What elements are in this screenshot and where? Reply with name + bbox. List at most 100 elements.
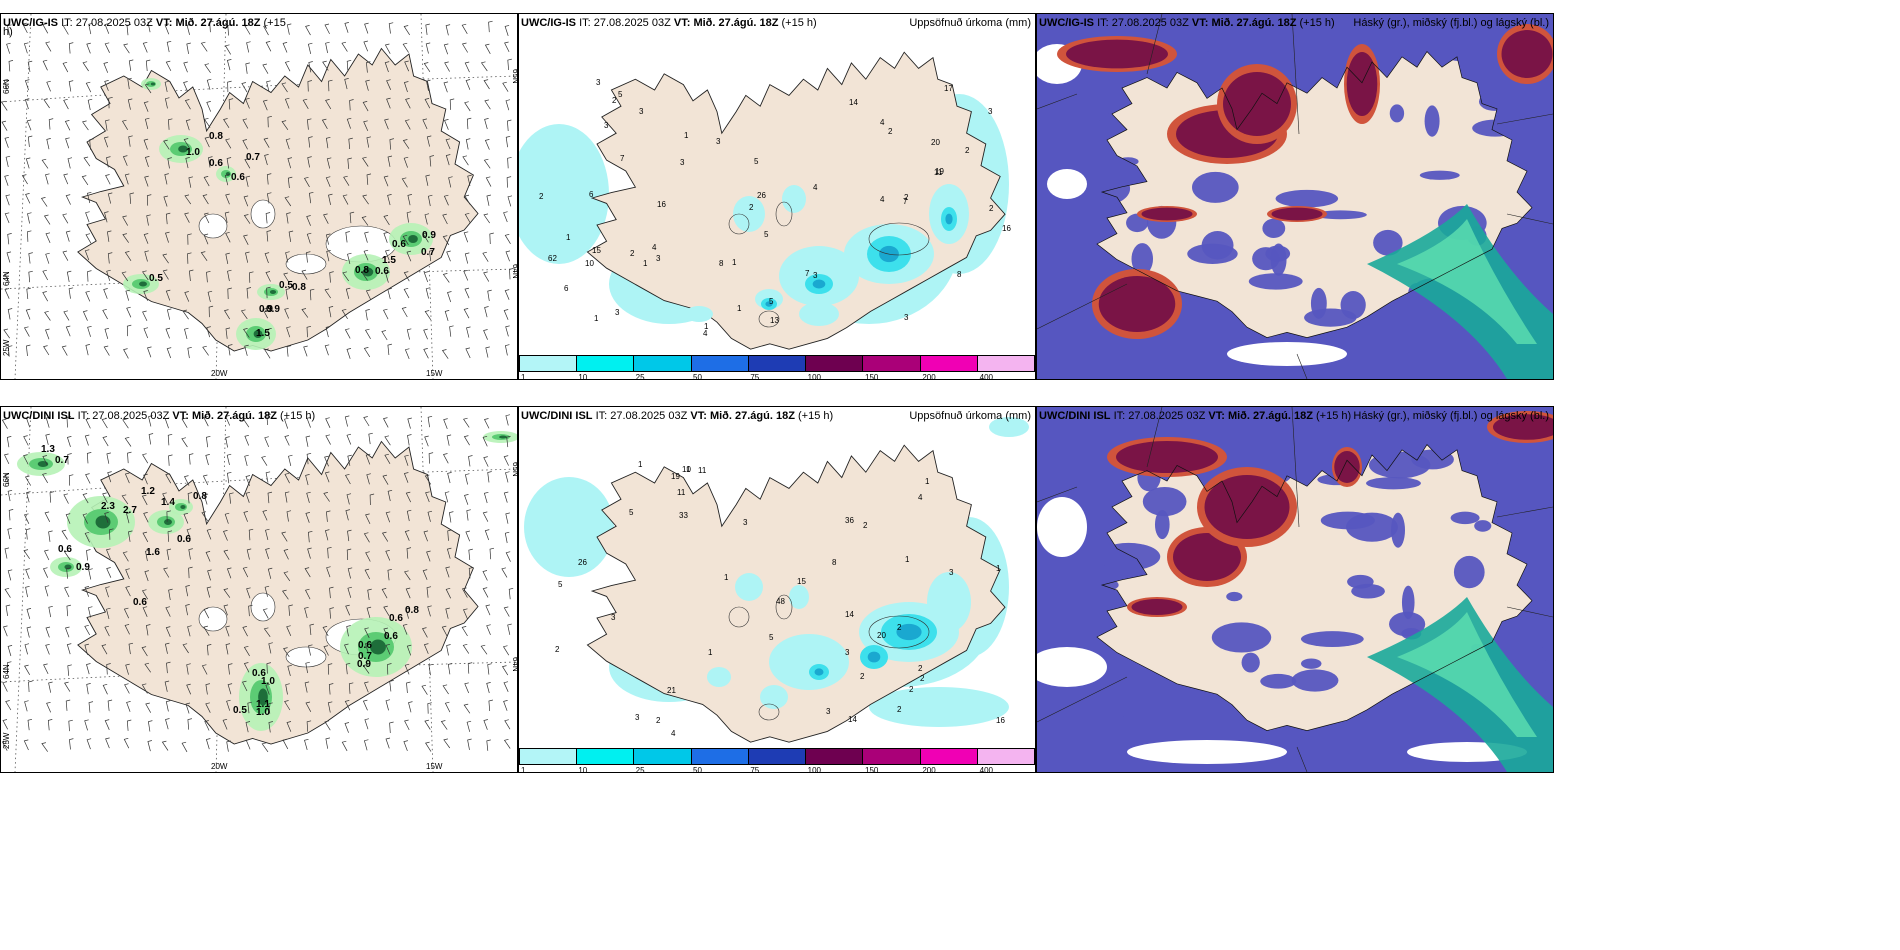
mid-cloud-patch xyxy=(1373,229,1403,256)
mid-cloud-patch xyxy=(1368,451,1431,479)
vt-label: VT: xyxy=(172,410,189,422)
precip-value: 2 xyxy=(539,192,544,201)
gust-value: 0.7 xyxy=(246,152,260,163)
precip-value: 3 xyxy=(949,568,954,577)
high-cloud xyxy=(1131,599,1183,615)
precip-value: 4 xyxy=(918,493,923,502)
precip-value: 3 xyxy=(639,107,644,116)
gust-value: 0.6 xyxy=(231,172,245,183)
glacier-outline xyxy=(728,606,750,628)
panel-header: UWC/DINI ISL IT: 27.08.2025 03Z VT: Mið.… xyxy=(1039,410,1351,422)
colorbar-tick-label: 400 xyxy=(979,766,994,775)
gust-value: 1.3 xyxy=(41,444,55,455)
precip-value: 3 xyxy=(716,137,721,146)
precip-value: 1 xyxy=(905,555,910,564)
gust-value: 0.9 xyxy=(422,230,436,241)
glacier-3 xyxy=(285,253,327,275)
colorbar-swatch xyxy=(520,749,578,764)
gust-value: 0.8 xyxy=(209,131,223,142)
precip-values: 3212532483125212152331222019211110114836… xyxy=(555,460,1005,738)
precip-area-land xyxy=(735,573,763,601)
colorbar-swatch xyxy=(691,356,749,371)
glacier-1 xyxy=(250,592,276,622)
panel-header: UWC/IG-IS IT: 27.08.2025 03Z VT: Mið. 27… xyxy=(521,17,817,29)
precip-value: 19 xyxy=(935,167,944,176)
mid-cloud-patch xyxy=(1366,477,1421,490)
precip-value: 19 xyxy=(671,472,680,481)
mid-cloud-patch xyxy=(1351,583,1385,599)
precip-value: 5 xyxy=(769,297,774,306)
low-cloud-band-light xyxy=(1397,612,1537,737)
glacier-outline xyxy=(775,201,793,227)
glacier-outline xyxy=(868,222,930,256)
mid-cloud-patch xyxy=(1424,105,1440,137)
glacier-outline xyxy=(758,703,780,721)
it-label: IT: xyxy=(1097,17,1109,29)
mid-cloud-patch xyxy=(1485,76,1539,112)
colorbar-tick-label: 50 xyxy=(693,766,702,775)
mid-cloud-patch xyxy=(1142,486,1187,517)
it-label: IT: xyxy=(579,17,591,29)
glacier-outline xyxy=(728,213,750,235)
precip-value: 7 xyxy=(903,197,908,206)
precip-value: 3 xyxy=(596,78,601,87)
precip-value: 1 xyxy=(925,477,930,486)
colorbar-tick-label: 75 xyxy=(750,373,760,382)
vt-value: Mið. 27.ágú. 18Z xyxy=(1227,410,1313,422)
precip-value: 4 xyxy=(880,195,885,204)
colorbar-tick-label: 25 xyxy=(635,766,645,775)
precip-value: 17 xyxy=(944,84,953,93)
precip-value: 10 xyxy=(682,465,691,474)
precip-value: 5 xyxy=(764,230,769,239)
precip-value: 3 xyxy=(615,308,620,317)
gust-area-core xyxy=(269,290,277,294)
colorbar-tick-label: 1 xyxy=(521,766,526,775)
gust-value: 0.8 xyxy=(292,282,306,293)
gust-value: 0.6 xyxy=(389,613,403,624)
gust-area-core xyxy=(95,515,111,529)
precip-colorbar xyxy=(519,355,1035,372)
high-cloud xyxy=(1116,441,1218,473)
precip-value: 1 xyxy=(724,573,729,582)
precip-value: 2 xyxy=(897,623,902,632)
precip-area-high xyxy=(812,279,826,289)
gust-value: 0.6 xyxy=(252,668,266,679)
colorbar-swatch xyxy=(748,749,807,764)
precip-value: 3 xyxy=(635,713,640,722)
precip-area-high xyxy=(867,651,881,663)
precip-value: 2 xyxy=(897,705,902,714)
gust-value: 1.1 xyxy=(256,699,270,710)
glacier-outline xyxy=(775,594,793,620)
vt-label: VT: xyxy=(673,17,691,29)
precip-value: 14 xyxy=(845,610,854,619)
low-cloud-band-light xyxy=(1397,219,1537,344)
gust-area-core xyxy=(370,639,386,655)
precip-value: 2 xyxy=(555,645,560,654)
precip-value: 1 xyxy=(996,564,1001,573)
precip-value: 5 xyxy=(618,90,623,99)
precip-value: 1 xyxy=(594,314,599,323)
it-value: 27.08.2025 03Z xyxy=(1128,410,1206,422)
precip-value: 14 xyxy=(848,715,857,724)
lon-label-20w: 20W xyxy=(211,762,228,771)
gust-value: 0.8 xyxy=(405,605,419,616)
precip-value: 1 xyxy=(732,258,737,267)
precip-value: 5 xyxy=(754,157,759,166)
precip-value: 8 xyxy=(957,270,962,279)
gust-value: 0.6 xyxy=(133,597,147,608)
precip-value: 2 xyxy=(989,204,994,213)
colorbar-swatch xyxy=(577,749,635,764)
high-cloud xyxy=(1271,207,1323,221)
precip-value: 6 xyxy=(589,190,594,199)
precip-map: 3212532483125212152331222019211110114836… xyxy=(524,417,1029,743)
lon-label-20w: 20W xyxy=(211,369,228,378)
mid-cloud-patch xyxy=(1170,50,1217,63)
mid-cloud-patch xyxy=(1211,622,1272,653)
mid-cloud-patch xyxy=(1474,520,1492,532)
precip-value: 15 xyxy=(592,246,601,255)
mid-cloud-patch xyxy=(1401,585,1415,620)
precip-value: 16 xyxy=(996,716,1005,725)
mid-cloud-patch xyxy=(1304,308,1357,327)
clear-sky-area xyxy=(1037,647,1107,687)
lead-time: (+15 h) xyxy=(781,17,817,29)
